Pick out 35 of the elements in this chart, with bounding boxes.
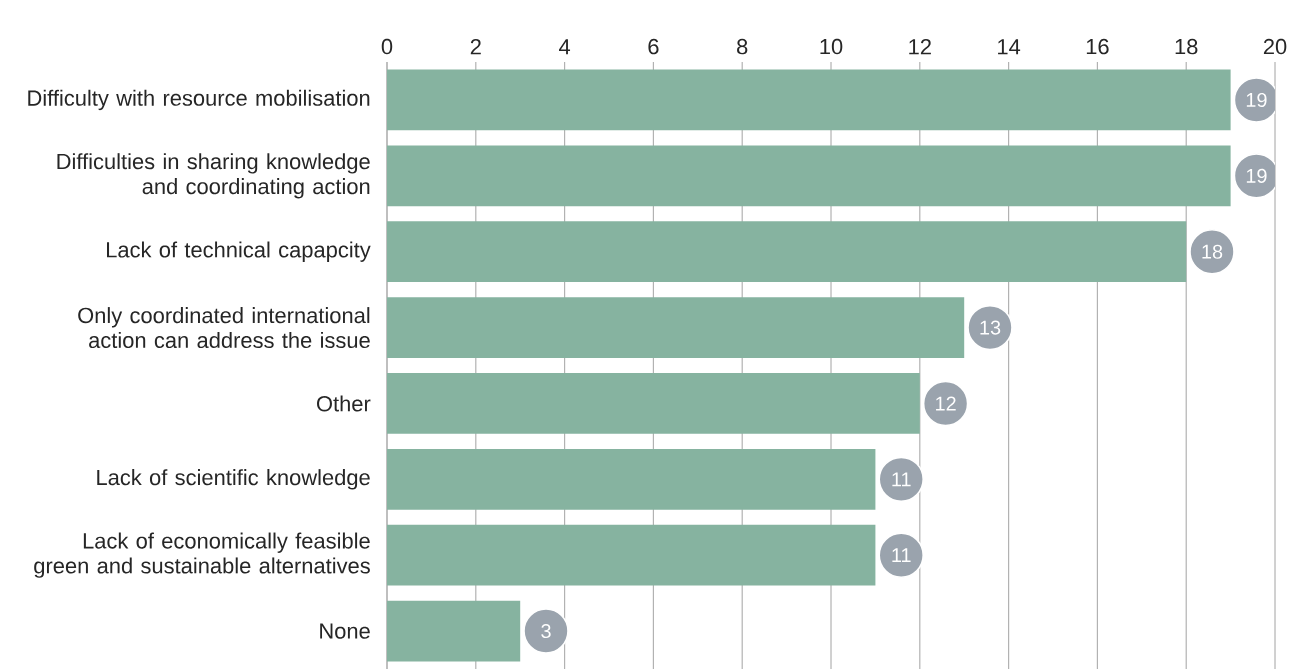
y-tick-label: Difficulties in sharing knowledge and coordinating action — [57, 153, 370, 199]
data-label: 19 — [1246, 168, 1267, 183]
bar — [387, 221, 1187, 283]
y-tick-label: Lack of economically feasible green and sustainable alternatives — [34, 532, 370, 578]
bar — [387, 297, 965, 358]
data-label: 11 — [892, 472, 911, 487]
data-label: 13 — [980, 320, 1001, 335]
y-tick-label: Other — [317, 395, 371, 412]
bar — [387, 145, 1231, 207]
x-tick-label: 8 — [737, 38, 748, 55]
x-tick-label: 6 — [648, 38, 659, 55]
x-tick-label: 12 — [909, 39, 931, 55]
bar — [387, 600, 521, 662]
bar — [387, 373, 920, 434]
x-tick-label: 2 — [470, 39, 481, 55]
x-tick-label: 20 — [1263, 38, 1287, 55]
x-tick-label: 16 — [1086, 38, 1109, 55]
x-tick-label: 0 — [381, 38, 393, 55]
y-tick-label: Difficulty with resource mobilisation — [28, 89, 370, 111]
bar — [387, 524, 876, 586]
data-label: 18 — [1202, 244, 1223, 259]
x-tick-label: 4 — [559, 39, 571, 55]
x-tick-label: 18 — [1175, 38, 1198, 55]
x-tick-label: 10 — [820, 38, 843, 55]
data-label: 11 — [892, 548, 911, 563]
data-label: 19 — [1246, 92, 1267, 108]
data-label: 3 — [541, 624, 551, 639]
data-label: 12 — [936, 396, 956, 411]
y-tick-label: None — [320, 623, 370, 639]
y-tick-label: Lack of scientific knowledge — [97, 469, 370, 490]
bar — [387, 69, 1231, 131]
y-tick-label: Lack of technical capapcity — [107, 241, 371, 262]
x-tick-label: 14 — [998, 39, 1021, 55]
y-tick-label: Only coordinated international action can address the issue — [78, 307, 370, 349]
bar — [387, 448, 876, 510]
